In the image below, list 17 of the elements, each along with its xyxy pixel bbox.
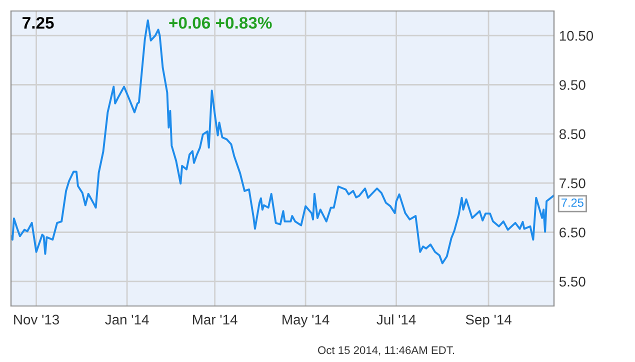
x-tick-label: Mar '14	[193, 314, 238, 325]
y-tick-label: 5.50	[559, 276, 586, 287]
chart-title: 7.25	[22, 16, 54, 29]
x-tick-label: Sep '14	[466, 314, 512, 328]
y-tick-label: 9.50	[560, 80, 586, 90]
line-series	[11, 19, 554, 264]
chart-subtitle: +0.06 +0.83%	[169, 16, 272, 29]
y-tick-label: 7.50	[560, 178, 586, 188]
y-tick-label: 10.50	[560, 30, 594, 41]
x-tick-label: Nov '13	[14, 314, 60, 325]
y-tick-label: 8.50	[559, 129, 586, 140]
x-tick-label: Jan '14	[105, 314, 149, 325]
annotation: 7.25	[562, 198, 584, 207]
x-tick-label: May '14	[282, 314, 330, 328]
y-tick-label: 6.50	[560, 228, 586, 238]
text: Oct 15 2014, 11:46AM EDT.	[318, 346, 454, 356]
x-tick-label: Jul '14	[376, 314, 416, 325]
